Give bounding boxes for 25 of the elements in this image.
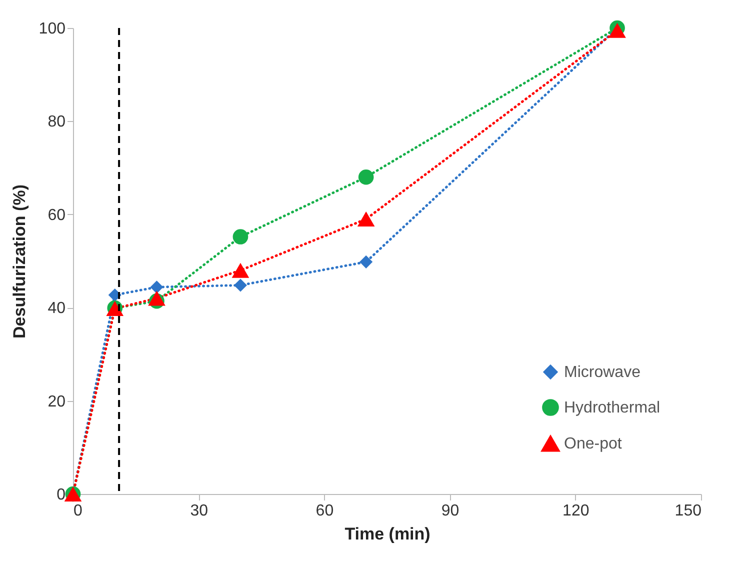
point <box>148 290 166 306</box>
point <box>357 212 375 227</box>
legend-label: Microwave <box>564 364 641 381</box>
x-tick-label: 90 <box>441 502 460 520</box>
x-tick-label: 150 <box>674 502 702 520</box>
y-tick-label: 80 <box>48 114 66 131</box>
x-tick-label: 60 <box>316 502 334 520</box>
point <box>358 169 374 185</box>
point <box>360 255 373 268</box>
point <box>234 278 247 292</box>
y-tick-label: 20 <box>48 393 66 410</box>
y-tick-label: 60 <box>48 206 66 224</box>
x-tick-label: 120 <box>562 502 590 520</box>
y-axis-title: Desulfurization (%) <box>10 184 29 338</box>
y-tick-label: 0 <box>56 486 66 504</box>
point <box>232 262 250 278</box>
y-tick-label: 40 <box>48 300 66 318</box>
y-tick-label: 100 <box>38 20 66 38</box>
x-axis-title: Time (min) <box>344 524 430 544</box>
x-tick-label: 30 <box>190 502 208 520</box>
x-tick-label: 0 <box>74 502 82 520</box>
legend-label: Hydrothermal <box>564 400 660 416</box>
legend-label: One-pot <box>564 436 622 452</box>
point <box>232 229 248 244</box>
point <box>150 280 164 294</box>
